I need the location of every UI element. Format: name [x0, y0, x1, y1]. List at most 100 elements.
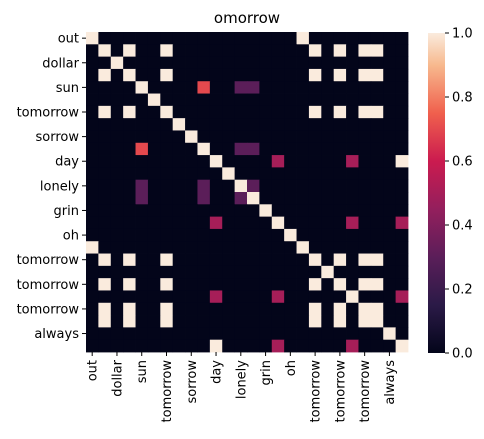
heatmap-cell [333, 179, 347, 193]
heatmap-cell [185, 204, 198, 218]
heatmap-cell [185, 167, 198, 181]
heatmap-cell [185, 68, 198, 82]
heatmap-cell [135, 118, 149, 131]
heatmap-cell [147, 204, 161, 218]
heatmap-cell [222, 216, 236, 230]
heatmap-cell [209, 192, 223, 205]
heatmap-cell [321, 327, 335, 341]
heatmap-cell [296, 130, 310, 144]
heatmap-cell [135, 155, 149, 168]
heatmap-cell [209, 155, 223, 168]
heatmap-cell [271, 192, 285, 205]
heatmap-cell [383, 32, 397, 45]
heatmap-cell [98, 56, 112, 70]
y-tick-label: tomorrow [17, 253, 80, 268]
heatmap-cell [147, 130, 161, 144]
heatmap-cell [197, 327, 211, 341]
heatmap-cell [197, 167, 211, 181]
heatmap-cell [86, 265, 99, 279]
heatmap-cell [110, 204, 124, 218]
heatmap-cell [86, 290, 99, 304]
heatmap-cell [358, 93, 372, 107]
heatmap-cell [234, 142, 248, 156]
heatmap-cell [222, 228, 236, 242]
heatmap-cell [333, 228, 347, 242]
heatmap-cell [308, 241, 322, 254]
heatmap-cell [172, 253, 186, 267]
heatmap-cell [222, 167, 236, 181]
heatmap-cell [284, 302, 297, 316]
heatmap-cell [346, 253, 359, 267]
heatmap-cell [259, 339, 273, 353]
heatmap-cell [271, 118, 285, 131]
heatmap-cell [296, 192, 310, 205]
heatmap-cell [296, 179, 310, 193]
heatmap-cell [284, 265, 297, 279]
heatmap-cell [395, 56, 409, 70]
heatmap-cell [98, 105, 112, 119]
heatmap-cell [346, 142, 359, 156]
heatmap-cell [209, 228, 223, 242]
heatmap-cell [321, 253, 335, 267]
heatmap-cell [197, 105, 211, 119]
heatmap-cell [358, 81, 372, 94]
heatmap-cell [209, 130, 223, 144]
heatmap-cell [197, 192, 211, 205]
colorbar-tick-label: 0.2 [452, 283, 473, 298]
heatmap-cell [98, 179, 112, 193]
heatmap-cell [259, 290, 273, 304]
heatmap-cell [234, 155, 248, 168]
heatmap-cell [147, 68, 161, 82]
heatmap-cell [234, 44, 248, 58]
heatmap-cell [209, 167, 223, 181]
heatmap-cell [123, 130, 136, 144]
heatmap-cell [271, 68, 285, 82]
heatmap-cell [147, 339, 161, 353]
heatmap-cell [259, 216, 273, 230]
heatmap-cell [308, 68, 322, 82]
heatmap-cell [110, 290, 124, 304]
heatmap-cell [110, 167, 124, 181]
heatmap-cell [86, 44, 99, 58]
heatmap-cell [222, 315, 236, 328]
heatmap-cell [160, 192, 174, 205]
heatmap-cell [358, 339, 372, 353]
heatmap-cell [234, 130, 248, 144]
heatmap-cell [135, 81, 149, 94]
heatmap-cell [160, 315, 174, 328]
heatmap-cell [222, 192, 236, 205]
heatmap-cell [135, 315, 149, 328]
heatmap-cell [123, 290, 136, 304]
heatmap-cell [98, 32, 112, 45]
heatmap-cell [222, 339, 236, 353]
heatmap-cell [247, 265, 260, 279]
heatmap-cell [123, 192, 136, 205]
heatmap-cell [222, 44, 236, 58]
heatmap-cell [259, 155, 273, 168]
heatmap-cell [308, 179, 322, 193]
heatmap-cell [247, 216, 260, 230]
heatmap-cell [321, 105, 335, 119]
heatmap-cell [284, 130, 297, 144]
heatmap-cell [271, 253, 285, 267]
heatmap-cell [160, 81, 174, 94]
heatmap-cell [209, 290, 223, 304]
heatmap-cell [346, 204, 359, 218]
heatmap-cell [110, 44, 124, 58]
y-tick-label: grin [54, 204, 79, 219]
heatmap-cell [308, 315, 322, 328]
heatmap-cell [172, 105, 186, 119]
heatmap-cell [222, 68, 236, 82]
heatmap-cell [296, 290, 310, 304]
heatmap-cell [135, 216, 149, 230]
heatmap-cell [271, 278, 285, 291]
heatmap-cell [247, 93, 260, 107]
heatmap-cell [346, 179, 359, 193]
heatmap-cell [370, 179, 384, 193]
heatmap-cell [259, 32, 273, 45]
heatmap-cell [222, 327, 236, 341]
y-tick-label: tomorrow [17, 278, 80, 293]
heatmap-cell [259, 192, 273, 205]
heatmap-cell [395, 228, 409, 242]
heatmap-cell [346, 241, 359, 254]
